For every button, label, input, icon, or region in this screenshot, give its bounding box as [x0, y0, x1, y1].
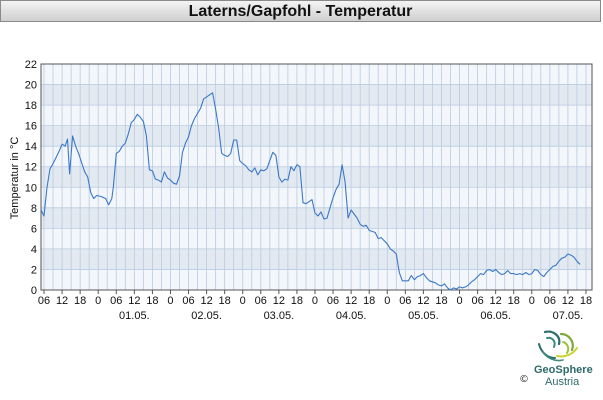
plot-band — [41, 125, 592, 147]
x-tick-label: 06 — [471, 295, 483, 307]
geosphere-logo-icon — [538, 330, 578, 362]
x-tick-label: 06 — [399, 295, 411, 307]
y-axis-label: Temperatur in °C — [9, 137, 21, 220]
x-tick-label: 06 — [327, 295, 339, 307]
x-tick-label: 06 — [255, 295, 267, 307]
x-tick-label: 0 — [529, 295, 535, 307]
copyright-symbol: © — [519, 374, 529, 385]
x-tick-label: 12 — [128, 295, 140, 307]
x-tick-label: 18 — [508, 295, 520, 307]
x-tick-label: 06 — [182, 295, 194, 307]
x-tick-label: 18 — [580, 295, 592, 307]
x-tick-label: 12 — [417, 295, 429, 307]
x-tick-label: 12 — [490, 295, 502, 307]
y-tick-label: 8 — [31, 203, 37, 215]
chart-title-bar: Laterns/Gapfohl - Temperatur — [0, 0, 601, 22]
y-tick-label: 16 — [25, 121, 37, 133]
y-tick-label: 4 — [31, 244, 37, 256]
date-label: 07.05. — [553, 310, 584, 322]
y-tick-label: 0 — [31, 285, 37, 297]
plot-bands — [41, 64, 592, 290]
plot-band — [41, 64, 592, 85]
y-tick-label: 18 — [25, 100, 37, 112]
x-tick-label: 12 — [200, 295, 212, 307]
chart-title: Laterns/Gapfohl - Temperatur — [188, 3, 413, 20]
plot-band — [41, 187, 592, 208]
y-tick-label: 22 — [25, 59, 37, 71]
y-tick-label: 20 — [25, 80, 37, 92]
x-tick-label: 18 — [219, 295, 231, 307]
x-tick-label: 12 — [345, 295, 357, 307]
x-tick-label: 18 — [74, 295, 86, 307]
x-tick-label: 18 — [291, 295, 303, 307]
plot-band — [41, 248, 592, 270]
date-label: 06.05. — [480, 310, 511, 322]
date-label: 05.05. — [408, 310, 439, 322]
y-tick-label: 14 — [25, 141, 37, 153]
plot-band — [41, 207, 592, 229]
x-tick-label: 0 — [456, 295, 462, 307]
x-tick-label: 18 — [146, 295, 158, 307]
plot-band — [41, 269, 592, 290]
date-label: 01.05. — [119, 310, 150, 322]
x-tick-label: 12 — [273, 295, 285, 307]
x-tick-label: 18 — [435, 295, 447, 307]
x-tick-label: 12 — [56, 295, 68, 307]
x-tick-label: 0 — [384, 295, 390, 307]
y-tick-label: 6 — [31, 223, 37, 235]
x-tick-label: 0 — [95, 295, 101, 307]
x-tick-label: 06 — [110, 295, 122, 307]
plot-band — [41, 105, 592, 126]
y-tick-label: 10 — [25, 182, 37, 194]
x-tick-label: 18 — [363, 295, 375, 307]
plot-band — [41, 166, 592, 188]
x-tick-label: 0 — [312, 295, 318, 307]
x-tick-label: 0 — [167, 295, 173, 307]
plot-band — [41, 146, 592, 167]
x-tick-label: 12 — [562, 295, 574, 307]
date-label: 03.05. — [264, 310, 295, 322]
brand-name: GeoSphere — [534, 364, 593, 376]
date-label: 04.05. — [336, 310, 367, 322]
y-tick-label: 2 — [31, 264, 37, 276]
temperature-series-line — [40, 92, 581, 291]
plot-frame — [40, 63, 593, 291]
x-tick-label: 0 — [240, 295, 246, 307]
x-tick-label: 06 — [544, 295, 556, 307]
plot-series — [40, 92, 581, 291]
plot-band — [41, 84, 592, 106]
x-tick-label: 06 — [38, 295, 50, 307]
plot-band — [41, 228, 592, 249]
brand-subname: Austria — [545, 376, 580, 388]
plot-grid — [41, 63, 592, 291]
date-label: 02.05. — [191, 310, 222, 322]
y-tick-label: 12 — [25, 162, 37, 174]
